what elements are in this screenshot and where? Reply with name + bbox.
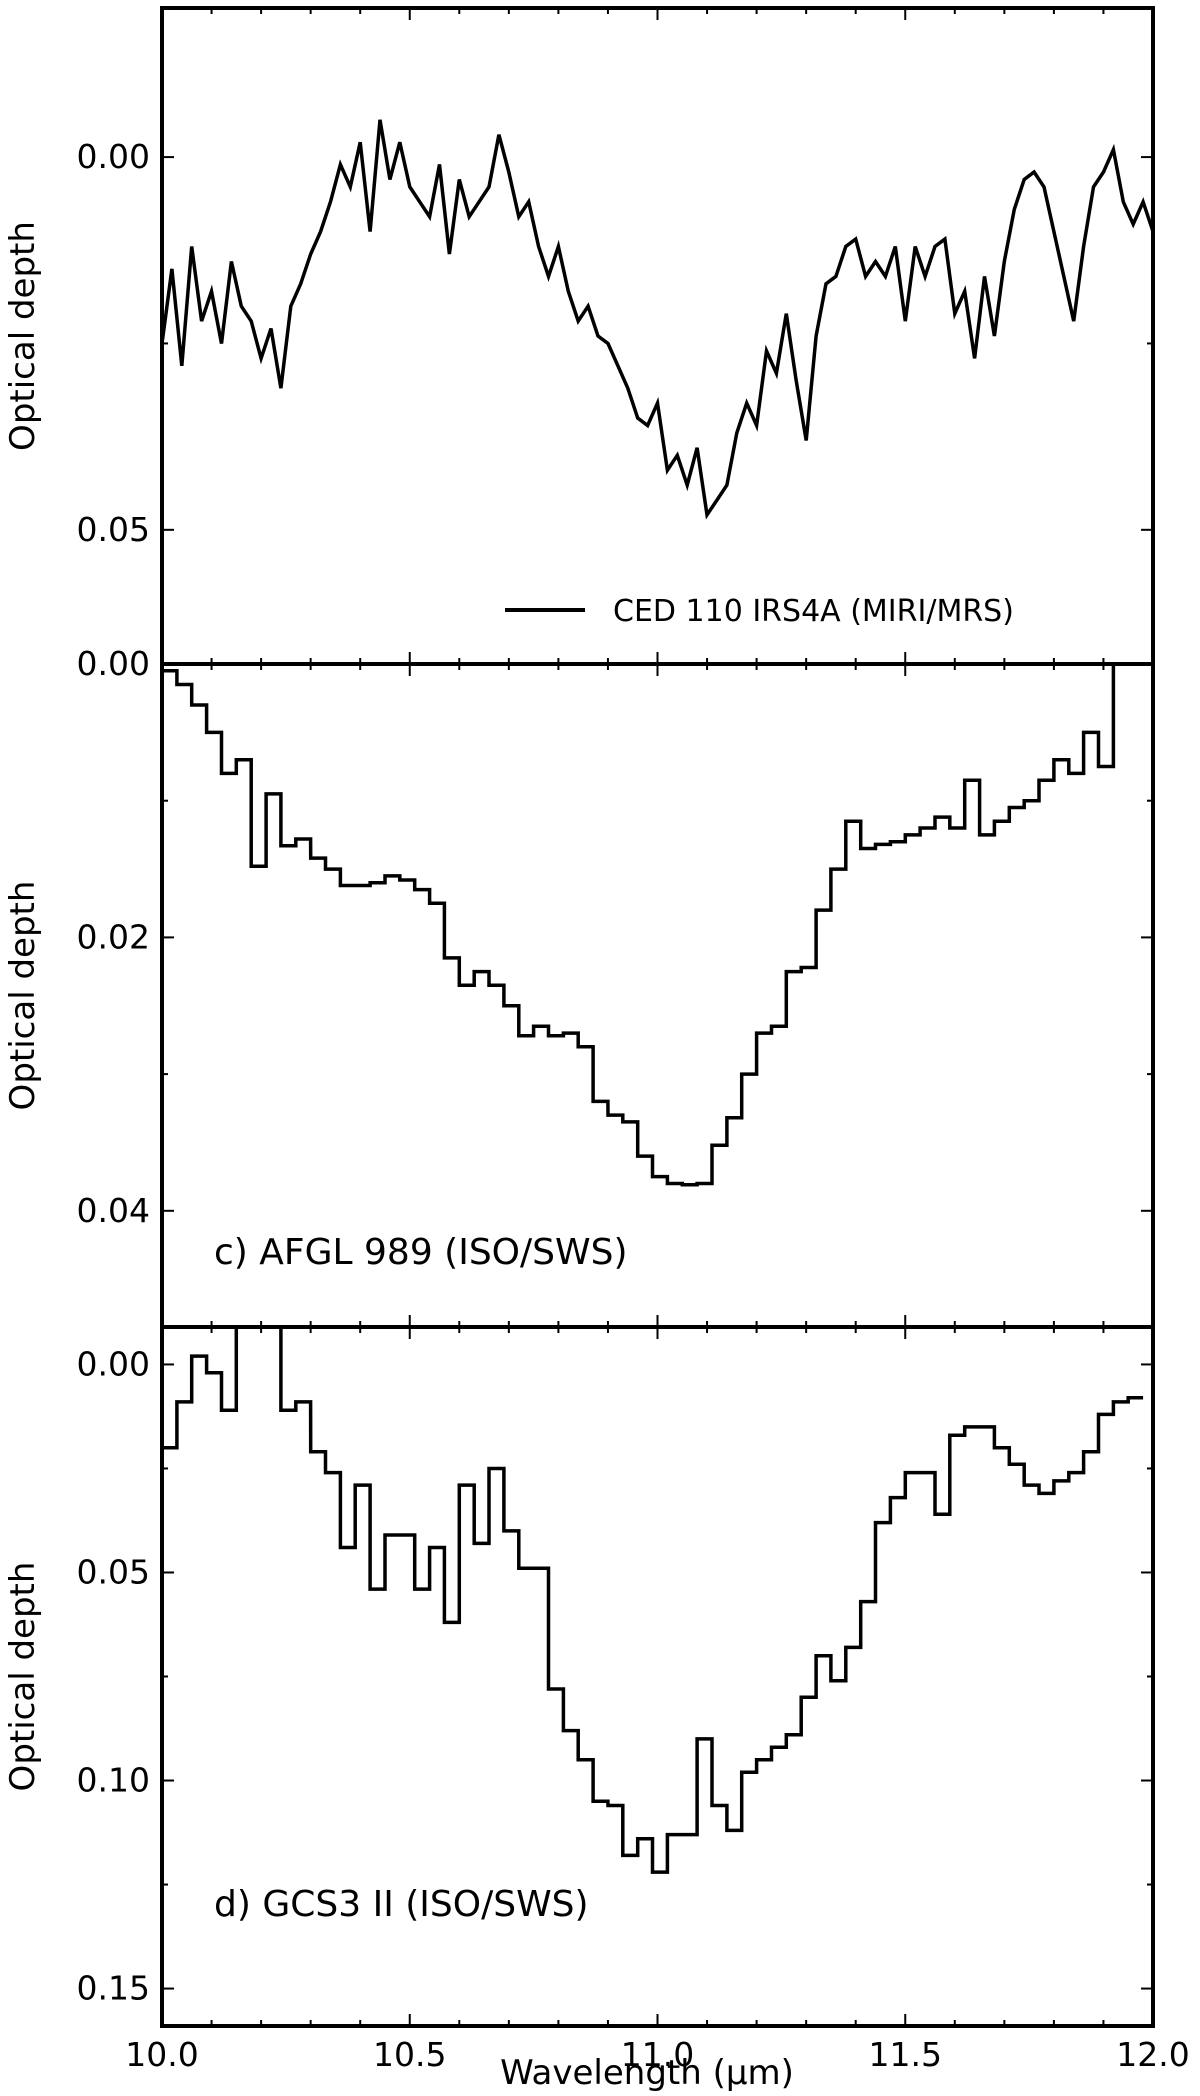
panels: 0.00 0.05 Optical depth CED 110 IRS4A (MIRI… [3, 6, 1190, 2074]
panel-top: 0.00 0.05 Optical depth CED 110 IRS4A (MIRI… [3, 6, 1155, 666]
y-tick-label: 0.00 [77, 644, 150, 683]
y-tick-label: 0.00 [77, 137, 150, 176]
y-tick-label: 0.15 [77, 1969, 150, 2008]
y-axis-label: Optical depth [3, 221, 43, 451]
panel-frame [160, 6, 1155, 666]
y-axis-label: Optical depth [3, 1562, 43, 1792]
y-tick-label: 0.05 [77, 1552, 150, 1591]
y-axis-label: Optical depth [3, 881, 43, 1111]
series-line [162, 1327, 1144, 1874]
y-tick-label: 0.05 [77, 510, 150, 549]
panel-annotation: d) GCS3 II (ISO/SWS) [214, 1884, 589, 1925]
legend-entry: CED 110 IRS4A (MIRI/MRS) [613, 594, 1014, 629]
y-tick-label: 0.04 [77, 1191, 150, 1230]
panel-frame [160, 1325, 1155, 2028]
series-line [162, 119, 1153, 520]
x-axis-label: Wavelength (μm) [500, 2053, 794, 2093]
x-tick-label: 11.0 [621, 2035, 694, 2074]
panel-bottom: 0.00 0.05 0.10 0.15 Optical depth d) GCS3 II … [3, 1325, 1190, 2074]
y-tick-label: 0.10 [77, 1761, 150, 1800]
panel-middle: 0.00 0.02 0.04 Optical depth c) AFGL 989 (IS… [3, 644, 1155, 1329]
y-tick-label: 0.02 [77, 917, 150, 956]
series-line [162, 664, 1129, 1187]
x-tick-label: 10.0 [125, 2035, 198, 2074]
x-tick-label: 12.0 [1116, 2035, 1189, 2074]
x-tick-label: 11.5 [869, 2035, 942, 2074]
x-tick-label: 10.5 [373, 2035, 446, 2074]
panel-annotation: c) AFGL 989 (ISO/SWS) [214, 1232, 628, 1273]
panel-frame [160, 662, 1155, 1329]
y-tick-label: 0.00 [77, 1344, 150, 1383]
